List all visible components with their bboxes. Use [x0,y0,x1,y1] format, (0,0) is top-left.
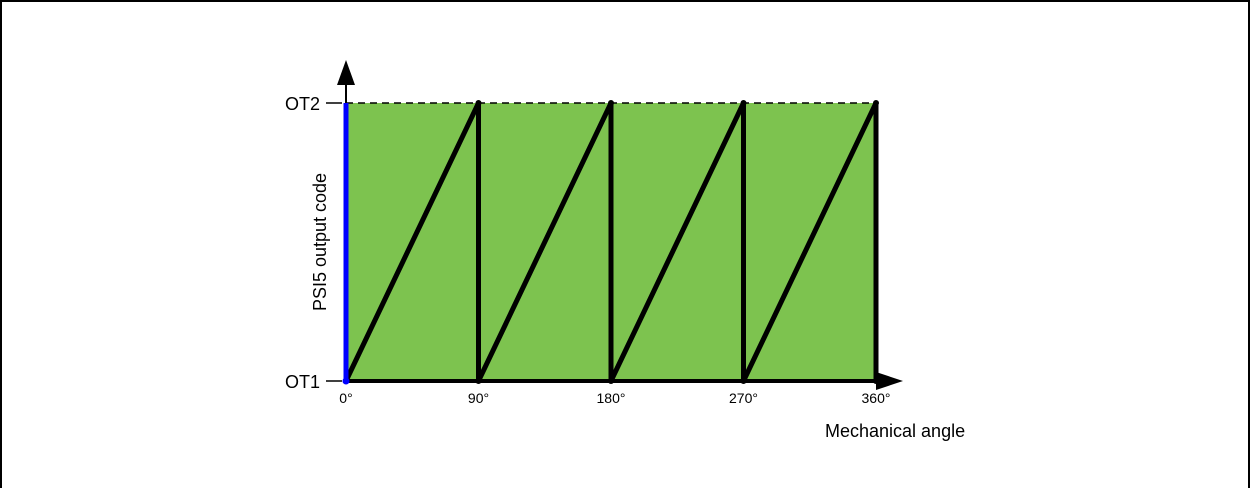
x-axis-label: Mechanical angle [825,421,965,441]
x-tick-label: 0° [339,390,352,406]
x-tick-label: 270° [729,390,758,406]
origin-dot [342,377,350,385]
series-segment [608,100,746,384]
x-tick-label: 90° [468,390,489,406]
series-point [740,100,747,106]
series-segment [741,100,879,384]
series-point [873,100,879,106]
y-tick-label: OT2 [285,94,320,114]
series-segment [476,100,614,384]
x-axis-arrow [876,372,903,390]
series-point [608,100,614,106]
x-tick-label: 180° [597,390,626,406]
y-axis-arrow [337,60,355,85]
y-tick-label: OT1 [285,372,320,392]
x-tick-label: 360° [862,390,891,406]
series-point [475,100,482,106]
series-segment [343,100,481,384]
y-axis-label: PSI5 output code [310,173,330,311]
